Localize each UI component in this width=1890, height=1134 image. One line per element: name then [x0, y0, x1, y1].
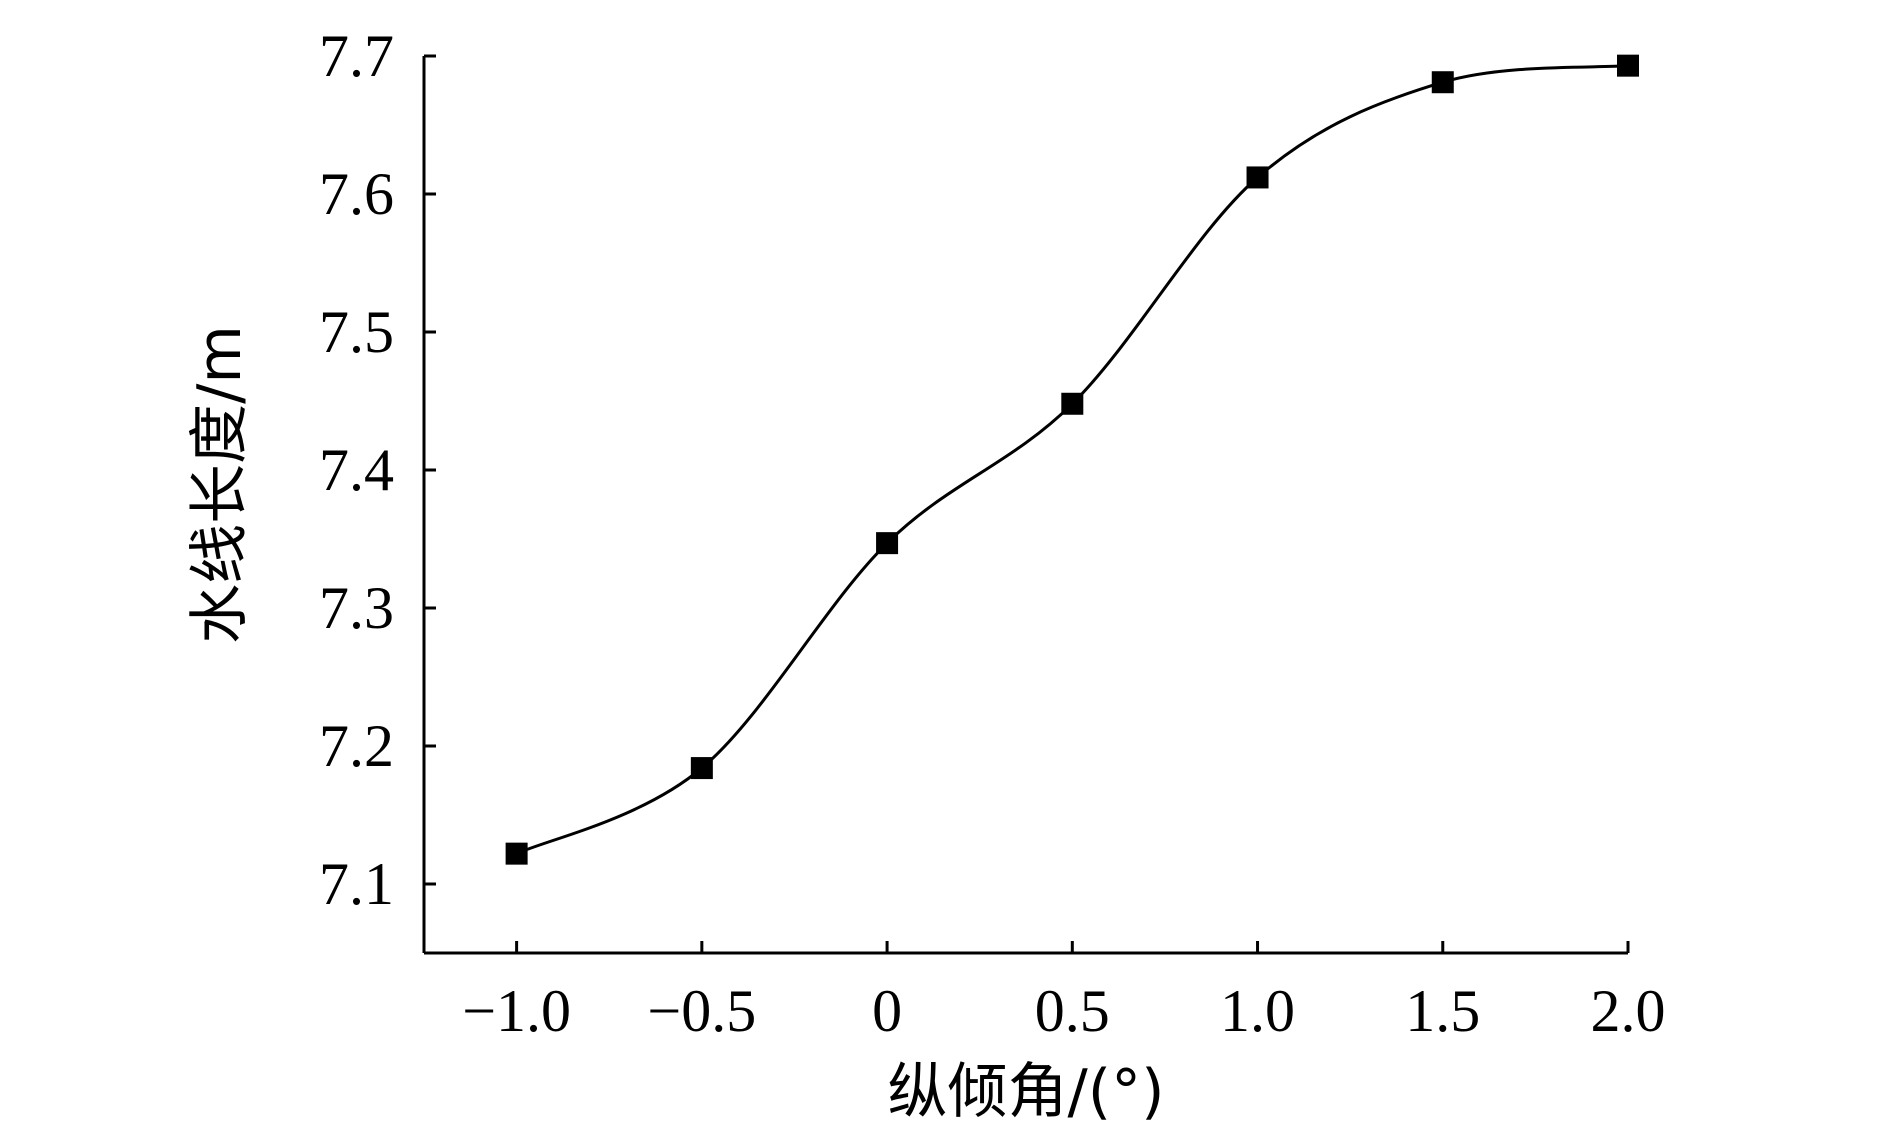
y-tick-label: 7.7 [319, 23, 394, 89]
x-axis-title: 纵倾角/(°) [887, 1057, 1164, 1127]
data-point-marker [1431, 71, 1454, 94]
x-tick-label: 0.5 [1035, 978, 1110, 1044]
x-tick-label: 1.5 [1405, 978, 1480, 1044]
axes [422, 56, 1628, 955]
data-point-marker [1061, 392, 1084, 415]
y-tick-label: 7.1 [319, 851, 394, 917]
x-tick-label: −0.5 [647, 978, 756, 1044]
y-tick-label: 7.4 [319, 437, 394, 503]
x-axis-ticks: −1.0 −0.5 0 0.5 1.0 1.5 2.0 [462, 941, 1666, 1044]
y-tick-label: 7.5 [319, 299, 394, 365]
data-point-marker [505, 842, 528, 865]
y-tick-label: 7.3 [319, 575, 394, 641]
series-markers [505, 54, 1639, 865]
x-tick-label: 2.0 [1591, 978, 1666, 1044]
x-tick-label: 0 [872, 978, 902, 1044]
x-tick-label: 1.0 [1220, 978, 1295, 1044]
data-point-marker [690, 757, 713, 780]
series-line [515, 64, 1629, 856]
x-tick-label: −1.0 [462, 978, 571, 1044]
data-point-marker [1617, 54, 1639, 77]
y-axis-ticks: 7.1 7.2 7.3 7.4 7.5 7.6 7.7 [319, 23, 436, 917]
data-point-marker [1246, 166, 1269, 189]
y-tick-label: 7.6 [319, 161, 394, 227]
y-tick-label: 7.2 [319, 713, 394, 779]
y-axis-title: 水线长度/m [185, 325, 255, 644]
data-point-marker [876, 532, 899, 555]
